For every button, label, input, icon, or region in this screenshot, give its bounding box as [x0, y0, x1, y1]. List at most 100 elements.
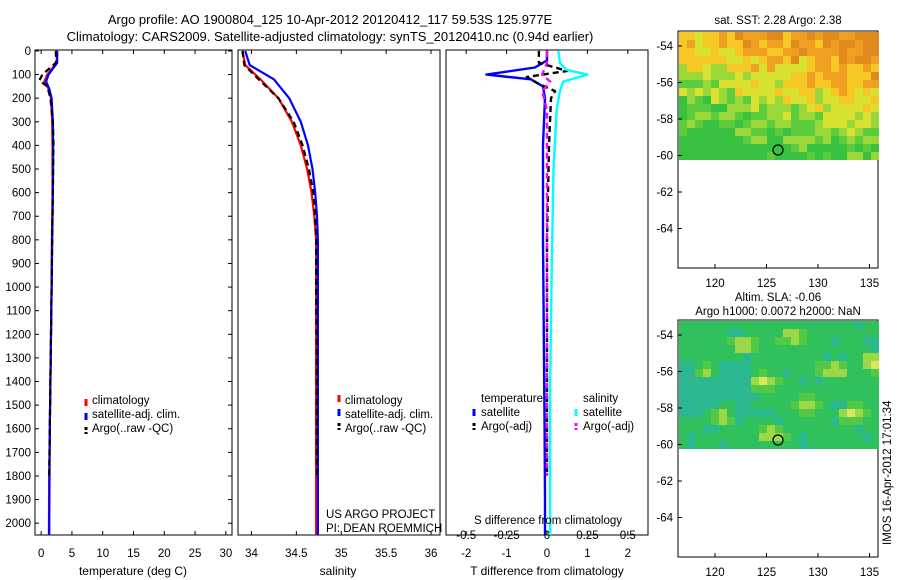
sla-cell — [783, 361, 791, 369]
sla-cell — [775, 329, 783, 337]
sst-cell — [759, 72, 767, 80]
sst-cell — [711, 40, 719, 48]
sst-cell — [775, 144, 783, 152]
sst-cell — [775, 72, 783, 80]
sla-cell — [847, 385, 855, 393]
sst-map-panel: sat. SST: 2.28 Argo: 2.38 -54 -56 -58 -60 -6… — [656, 15, 879, 290]
sst-cell — [727, 80, 735, 88]
sla-cell — [767, 337, 775, 345]
sla-cell — [775, 385, 783, 393]
sst-cell — [783, 48, 791, 56]
sla-cell — [679, 433, 687, 441]
sla-cell — [807, 425, 815, 433]
sst-cell — [871, 32, 879, 40]
sla-cell — [743, 401, 751, 409]
sst-cell — [695, 88, 703, 96]
sst-cell — [863, 128, 871, 136]
sla-cell — [767, 321, 775, 329]
sla-cell — [711, 345, 719, 353]
sst-cell — [871, 120, 879, 128]
depth-tick-label: 1600 — [5, 424, 31, 436]
sla-cell — [703, 441, 711, 449]
sst-cell — [687, 104, 695, 112]
sst-cell — [711, 64, 719, 72]
sla-cell — [815, 393, 823, 401]
sla-cell — [775, 409, 783, 417]
sst-cell — [695, 48, 703, 56]
sla-cell — [703, 353, 711, 361]
sla-cell — [831, 441, 839, 449]
sla-cell — [679, 329, 687, 337]
sla-cell — [807, 345, 815, 353]
sst-cell — [775, 64, 783, 72]
sla-cell — [775, 321, 783, 329]
sla-cell — [711, 337, 719, 345]
map-y-tick-label: -56 — [656, 78, 673, 90]
sla-cell — [871, 337, 879, 345]
sst-cell — [679, 80, 687, 88]
sla-cell — [791, 401, 799, 409]
sst-cell — [775, 40, 783, 48]
sst-cell — [871, 96, 879, 104]
sla-cell — [735, 321, 743, 329]
sst-cell — [743, 88, 751, 96]
sst-cell — [679, 56, 687, 64]
sla-cell — [743, 369, 751, 377]
sst-cell — [831, 112, 839, 120]
sla-cell — [783, 425, 791, 433]
sst-cell — [751, 72, 759, 80]
sla-cell — [815, 337, 823, 345]
sla-cell — [735, 369, 743, 377]
sla-cell — [759, 441, 767, 449]
sla-cell — [695, 441, 703, 449]
sla-map-panel: Altim. SLA: -0.06 Argo h1000: 0.0072 h20… — [656, 292, 879, 579]
sst-cell — [743, 120, 751, 128]
sla-cell — [727, 425, 735, 433]
sla-cell — [839, 353, 847, 361]
sla-cell — [735, 385, 743, 393]
sla-cell — [751, 441, 759, 449]
sla-cell — [863, 417, 871, 425]
sst-cell — [703, 88, 711, 96]
sla-cell — [855, 369, 863, 377]
sla-cell — [727, 369, 735, 377]
sla-cell — [687, 385, 695, 393]
sla-cell — [815, 345, 823, 353]
legend-label-climatology: climatology — [92, 395, 150, 407]
sst-cell — [783, 136, 791, 144]
sla-cell — [847, 353, 855, 361]
sst-cell — [751, 56, 759, 64]
timestamp-stamp: IMOS 16-Apr-2012 17:01:34 — [882, 400, 894, 545]
sst-cell — [767, 88, 775, 96]
sla-cell — [775, 417, 783, 425]
sst-cell — [751, 64, 759, 72]
sst-cell — [839, 136, 847, 144]
sst-cell — [847, 96, 855, 104]
sst-cell — [775, 104, 783, 112]
sla-cell — [751, 417, 759, 425]
sla-cell — [695, 425, 703, 433]
sla-cell — [799, 393, 807, 401]
sla-cell — [703, 329, 711, 337]
map-y-tick-label: -54 — [656, 41, 673, 53]
sla-cell — [831, 417, 839, 425]
sla-cell — [807, 337, 815, 345]
sla-cell — [703, 401, 711, 409]
sla-cell — [735, 401, 743, 409]
sst-cell — [863, 144, 871, 152]
sla-cell — [871, 409, 879, 417]
sst-cell — [735, 144, 743, 152]
sst-cell — [823, 72, 831, 80]
sst-cell — [783, 64, 791, 72]
sst-cell — [807, 64, 815, 72]
sla-cell — [751, 345, 759, 353]
sla-cell — [727, 353, 735, 361]
x-tick-label: 25 — [189, 548, 202, 560]
sst-cell — [735, 104, 743, 112]
sst-cell — [823, 144, 831, 152]
sst-cell — [727, 104, 735, 112]
sst-cell — [791, 128, 799, 136]
sla-cell — [783, 345, 791, 353]
sla-cell — [735, 425, 743, 433]
sla-cell — [751, 385, 759, 393]
